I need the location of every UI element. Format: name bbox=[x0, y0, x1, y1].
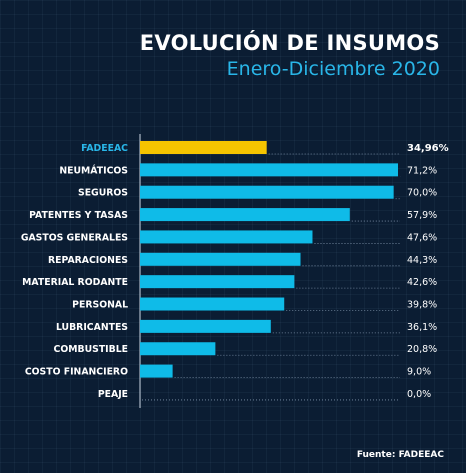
bar bbox=[140, 319, 271, 333]
category-label: PERSONAL bbox=[72, 300, 128, 311]
value-label: 47,6% bbox=[407, 232, 437, 243]
chart-title: EVOLUCIÓN DE INSUMOS bbox=[139, 31, 440, 55]
category-label: REPARACIONES bbox=[48, 255, 128, 266]
value-label: 70,0% bbox=[407, 188, 437, 199]
category-label: NEUMÁTICOS bbox=[59, 164, 128, 176]
chart-subtitle: Enero-Diciembre 2020 bbox=[226, 58, 440, 80]
value-label: 9,0% bbox=[407, 367, 431, 378]
value-label: 36,1% bbox=[407, 322, 437, 333]
bar bbox=[140, 275, 295, 289]
value-label: 39,8% bbox=[407, 300, 437, 311]
category-label: GASTOS GENERALES bbox=[21, 232, 128, 243]
bar bbox=[140, 364, 173, 378]
category-label: FADEEAC bbox=[81, 143, 128, 154]
value-label: 34,96% bbox=[407, 143, 449, 154]
category-label: LUBRICANTES bbox=[56, 322, 128, 333]
bar bbox=[140, 185, 394, 199]
bar bbox=[140, 342, 216, 356]
value-label: 44,3% bbox=[407, 255, 437, 266]
category-label: COMBUSTIBLE bbox=[54, 344, 128, 355]
category-label: MATERIAL RODANTE bbox=[22, 277, 128, 288]
value-label: 57,9% bbox=[407, 210, 437, 221]
value-label: 0,0% bbox=[407, 389, 431, 400]
category-label: COSTO FINANCIERO bbox=[25, 367, 128, 378]
value-label: 71,2% bbox=[407, 165, 437, 176]
bar bbox=[140, 208, 350, 222]
bar bbox=[140, 230, 313, 244]
value-label: 20,8% bbox=[407, 344, 437, 355]
source-note: Fuente: FADEEAC bbox=[356, 450, 444, 460]
category-label: SEGUROS bbox=[78, 188, 128, 199]
bar bbox=[140, 141, 267, 154]
bar bbox=[140, 163, 398, 177]
category-label: PATENTES Y TASAS bbox=[29, 210, 128, 221]
bar bbox=[140, 252, 301, 266]
bar bbox=[140, 297, 285, 311]
value-label: 42,6% bbox=[407, 277, 437, 288]
category-label: PEAJE bbox=[98, 389, 128, 400]
